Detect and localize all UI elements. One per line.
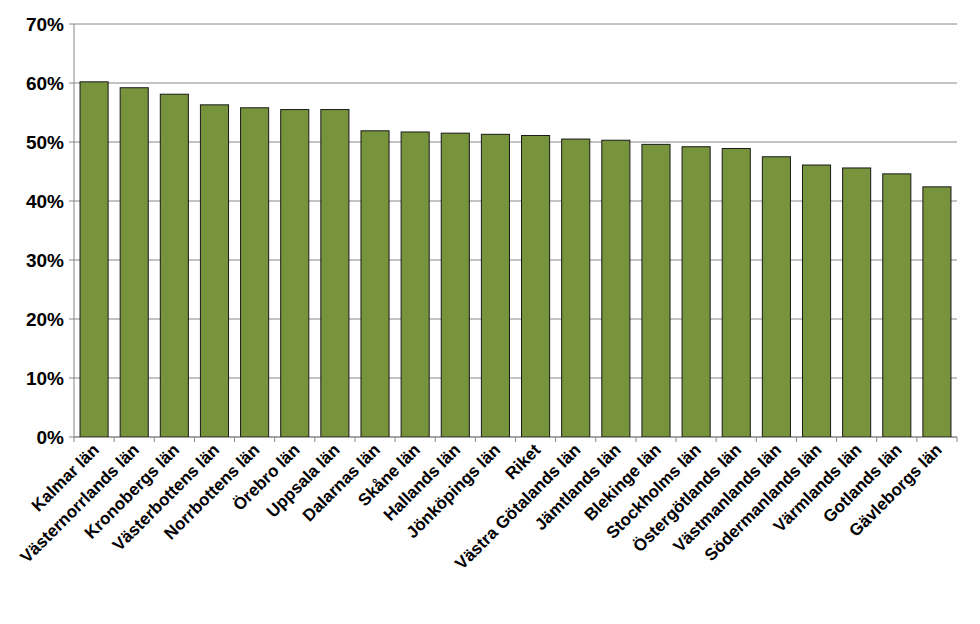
bar — [843, 168, 871, 437]
x-tick — [194, 437, 195, 442]
y-tick-label: 60% — [26, 73, 64, 94]
bar — [602, 140, 630, 437]
y-tick-label: 30% — [26, 250, 64, 271]
bar — [200, 105, 228, 437]
bar — [562, 139, 590, 437]
y-tick — [69, 319, 74, 320]
y-tick — [69, 260, 74, 261]
bar — [923, 187, 951, 437]
bar — [361, 131, 389, 437]
bar — [642, 144, 670, 437]
x-tick — [234, 437, 235, 442]
grid-line — [74, 83, 957, 84]
x-tick-label: Gävleborgs län — [845, 440, 945, 540]
x-tick — [114, 437, 115, 442]
bar — [762, 157, 790, 437]
bar — [281, 110, 309, 437]
bar — [160, 94, 188, 437]
bar — [481, 134, 509, 437]
x-tick — [957, 437, 958, 442]
y-tick — [69, 142, 74, 143]
x-tick — [716, 437, 717, 442]
x-tick — [435, 437, 436, 442]
y-tick — [69, 83, 74, 84]
x-tick — [796, 437, 797, 442]
y-tick-label: 50% — [26, 132, 64, 153]
bar — [120, 88, 148, 437]
y-tick-label: 10% — [26, 368, 64, 389]
x-tick — [635, 437, 636, 442]
chart: 0%10%20%30%40%50%60%70%Kalmar länVästern… — [0, 0, 980, 624]
y-tick — [69, 378, 74, 379]
x-tick — [395, 437, 396, 442]
y-tick-label: 0% — [37, 427, 65, 448]
bar — [682, 147, 710, 437]
bar — [80, 82, 108, 437]
bar — [883, 174, 911, 437]
y-tick-label: 70% — [26, 14, 64, 35]
x-tick — [314, 437, 315, 442]
x-tick — [876, 437, 877, 442]
bars — [80, 82, 951, 437]
bar — [321, 110, 349, 437]
x-tick — [676, 437, 677, 442]
x-tick — [916, 437, 917, 442]
y-tick-label: 40% — [26, 191, 64, 212]
x-tick — [274, 437, 275, 442]
x-tick — [836, 437, 837, 442]
x-tick — [595, 437, 596, 442]
y-tick-label: 20% — [26, 309, 64, 330]
x-tick — [756, 437, 757, 442]
grid-line — [74, 24, 957, 25]
x-tick — [74, 437, 75, 442]
bar — [401, 132, 429, 437]
y-tick — [69, 201, 74, 202]
y-axis — [74, 24, 75, 437]
x-tick — [475, 437, 476, 442]
bar — [241, 108, 269, 437]
x-tick — [555, 437, 556, 442]
x-tick — [354, 437, 355, 442]
x-tick — [154, 437, 155, 442]
bar — [802, 165, 830, 437]
x-tick — [515, 437, 516, 442]
y-tick — [69, 24, 74, 25]
bar — [522, 136, 550, 437]
bar — [722, 148, 750, 437]
bar — [441, 133, 469, 437]
y-tick — [69, 437, 74, 438]
